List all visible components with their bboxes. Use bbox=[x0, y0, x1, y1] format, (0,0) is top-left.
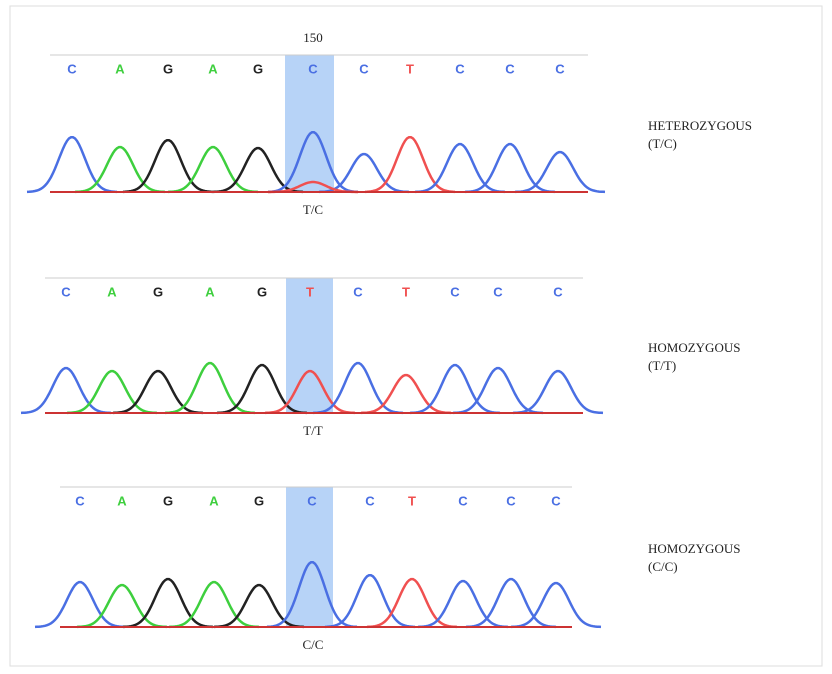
base-letter: A bbox=[107, 284, 117, 299]
base-letter: C bbox=[505, 61, 515, 76]
base-letter: A bbox=[117, 493, 127, 508]
base-letter: A bbox=[209, 493, 219, 508]
genotype-label: HETEROZYGOUS bbox=[648, 118, 752, 133]
base-letter: T bbox=[406, 61, 414, 76]
base-letter: A bbox=[208, 61, 218, 76]
base-letter: C bbox=[553, 284, 563, 299]
base-letter: C bbox=[359, 61, 369, 76]
base-letter: C bbox=[551, 493, 561, 508]
call-label: T/C bbox=[303, 202, 323, 217]
base-letter: C bbox=[493, 284, 503, 299]
base-letter: C bbox=[506, 493, 516, 508]
base-letter: A bbox=[205, 284, 215, 299]
genotype-label: HOMOZYGOUS bbox=[648, 340, 740, 355]
base-letter: A bbox=[115, 61, 125, 76]
base-letter: C bbox=[555, 61, 565, 76]
genotype-label: (T/T) bbox=[648, 358, 676, 373]
base-letter: C bbox=[61, 284, 71, 299]
position-label: 150 bbox=[303, 30, 323, 45]
base-letter: C bbox=[365, 493, 375, 508]
base-letter: G bbox=[253, 61, 263, 76]
base-letter: T bbox=[306, 284, 314, 299]
base-letter: C bbox=[307, 493, 317, 508]
genotype-label: HOMOZYGOUS bbox=[648, 541, 740, 556]
base-letter: C bbox=[455, 61, 465, 76]
base-letter: C bbox=[458, 493, 468, 508]
base-letter: G bbox=[254, 493, 264, 508]
figure: 150 C A G A G C C T C C C T/C HETEROZYGOUS (T/C) C A G A G T… bbox=[0, 0, 832, 674]
base-letter: C bbox=[450, 284, 460, 299]
base-letter: C bbox=[67, 61, 77, 76]
base-letter: G bbox=[257, 284, 267, 299]
base-letter: G bbox=[153, 284, 163, 299]
base-letter: C bbox=[308, 61, 318, 76]
base-letter: T bbox=[402, 284, 410, 299]
genotype-label: (T/C) bbox=[648, 136, 677, 151]
base-letter: T bbox=[408, 493, 416, 508]
base-letter: C bbox=[353, 284, 363, 299]
base-letter: G bbox=[163, 493, 173, 508]
base-letter: C bbox=[75, 493, 85, 508]
call-label: T/T bbox=[303, 423, 323, 438]
genotype-label: (C/C) bbox=[648, 559, 678, 574]
base-letter: G bbox=[163, 61, 173, 76]
frame bbox=[10, 6, 822, 666]
call-label: C/C bbox=[303, 637, 324, 652]
